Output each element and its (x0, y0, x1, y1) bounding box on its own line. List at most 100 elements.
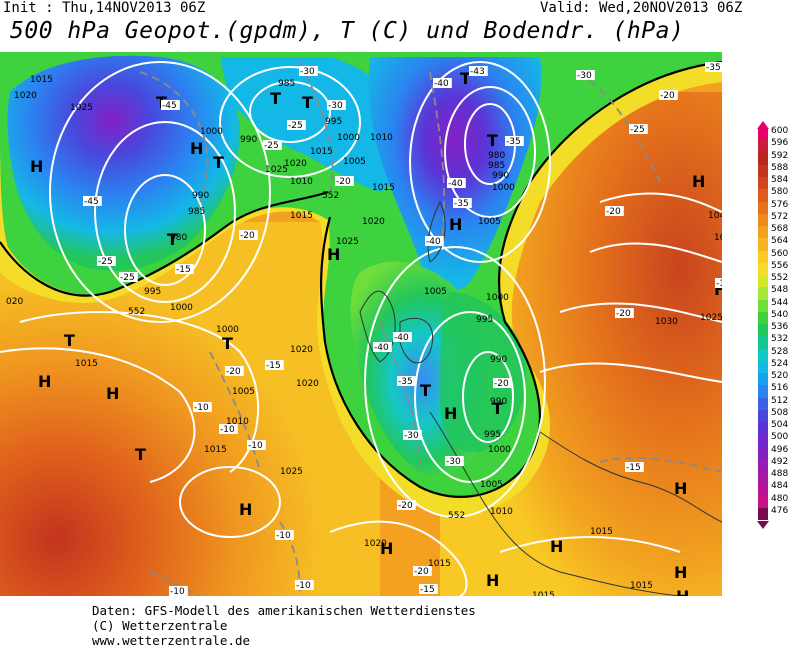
legend-swatch (758, 434, 768, 447)
high-pressure-marker: H (550, 537, 563, 556)
legend-bottom-arrow-icon (757, 521, 769, 529)
temperature-label-text: -10 (276, 531, 291, 541)
temperature-label-text: -30 (328, 101, 343, 111)
temperature-label-bg (615, 308, 634, 318)
temperature-label-bg (425, 236, 444, 246)
footer-website: www.wetterzentrale.de (92, 633, 251, 648)
legend-value: 532 (771, 334, 789, 345)
high-pressure-marker: H (327, 245, 340, 264)
temperature-label: -25 (629, 124, 648, 135)
temperature-label-bg (397, 500, 416, 510)
temperature-label: -40 (425, 236, 444, 247)
temperature-label-text: -10 (170, 587, 185, 596)
temperature-label: -10 (169, 586, 188, 596)
temperature-label-bg (263, 140, 282, 150)
temperature-label: -15 (625, 462, 644, 473)
contour-552-label: 552 (128, 307, 145, 317)
temperature-label-bg (335, 176, 354, 186)
temperature-label: -43 (469, 66, 488, 77)
isobar-label: 1025 (700, 313, 722, 323)
legend-value: 480 (771, 493, 789, 504)
temperature-label-bg (413, 566, 432, 576)
high-pressure-marker: H (30, 157, 43, 176)
temperature-label: -20 (225, 366, 244, 377)
temperature-label-bg (445, 456, 464, 466)
temperature-label-bg (373, 342, 392, 352)
contour-552-label: 552 (448, 511, 465, 521)
isobar-label: 1000 (170, 303, 193, 313)
scandinavia-low-field (368, 57, 542, 293)
legend-value: 508 (771, 407, 789, 418)
temperature-label: -25 (263, 140, 282, 151)
legend-swatch (758, 287, 768, 300)
high-pressure-marker: H (692, 172, 705, 191)
legend-swatch (758, 275, 768, 288)
temperature-label: -30 (576, 70, 595, 81)
legend-value: 484 (771, 481, 789, 492)
temperature-label-bg (453, 198, 472, 208)
high-pressure-marker: H (714, 280, 722, 299)
temperature-label: -20 (615, 308, 634, 319)
legend-value: 596 (771, 138, 789, 149)
temperature-label-bg (219, 424, 238, 434)
valid-time: Valid: Wed,20NOV2013 06Z (540, 0, 743, 16)
temperature-label-text: -10 (296, 581, 311, 591)
legend-swatch (758, 164, 768, 177)
legend-swatch (758, 446, 768, 459)
pressure-centers: HTHTTTTHTTHTTHHTTHTHHHHHHHHH (30, 69, 722, 596)
temperature-label-bg (605, 206, 624, 216)
low-pressure-marker: T (420, 381, 431, 400)
legend-value: 552 (771, 273, 789, 283)
legend-swatch (758, 336, 768, 349)
contour-552-west (0, 190, 329, 297)
high-pressure-marker: H (239, 500, 252, 519)
temperature-label-text: -35 (706, 63, 721, 73)
legend-swatch (758, 422, 768, 435)
trough-green-core (440, 292, 526, 453)
temperature-label: -30 (327, 100, 346, 111)
temperature-label: -35 (397, 376, 416, 387)
temperature-label: -25 (287, 120, 306, 131)
temperature-label: -30 (445, 456, 464, 467)
legend-swatch (758, 471, 768, 484)
high-pressure-marker: H (106, 384, 119, 403)
temperature-label: -35 (453, 198, 472, 209)
temperature-label: -15 (265, 360, 284, 371)
legend-swatch (758, 213, 768, 226)
high-pressure-marker: H (674, 479, 687, 498)
legend-top-arrow-icon (757, 121, 769, 129)
temperature-label: -15 (715, 278, 722, 289)
isobar-label: 980 (488, 151, 505, 161)
temperature-label-bg (265, 360, 284, 370)
legend-swatch (758, 299, 768, 312)
temperature-label-bg (447, 178, 466, 188)
temperature-label-text: -35 (454, 199, 469, 209)
legend-swatch (758, 189, 768, 202)
isobar-label: 990 (490, 355, 507, 365)
isobar-label: 1020 (14, 91, 37, 101)
isobar-label: 1015 (372, 183, 395, 193)
legend-swatch (758, 140, 768, 153)
temperature-label-text: -30 (577, 71, 592, 81)
temperature-label-text: -25 (288, 121, 303, 131)
isobar-label: 1000 (488, 445, 511, 455)
contour-552-label: 552 (322, 191, 339, 201)
temperature-label-text: -20 (226, 367, 241, 377)
temperature-label-text: -20 (616, 309, 631, 319)
temperature-label: -15 (175, 264, 194, 275)
footer-copyright: (C) Wetterzentrale (92, 618, 228, 633)
legend-value: 504 (771, 420, 789, 430)
low-pressure-marker: T (492, 399, 503, 418)
low-pressure-marker: T (222, 334, 233, 353)
temperature-label: -25 (119, 272, 138, 283)
temperature-label-bg (175, 264, 194, 274)
temperature-label-text: -40 (448, 179, 463, 189)
isobar-label: 1025 (265, 165, 288, 175)
legend-value: 540 (771, 309, 789, 320)
temperature-label-text: -15 (266, 361, 281, 371)
isobar-label: 990 (492, 171, 509, 181)
legend-value: 584 (771, 175, 789, 185)
legend-swatch (758, 152, 768, 165)
isobar-label: 1000 (492, 183, 515, 193)
isobar-label: 1015 (290, 211, 313, 221)
